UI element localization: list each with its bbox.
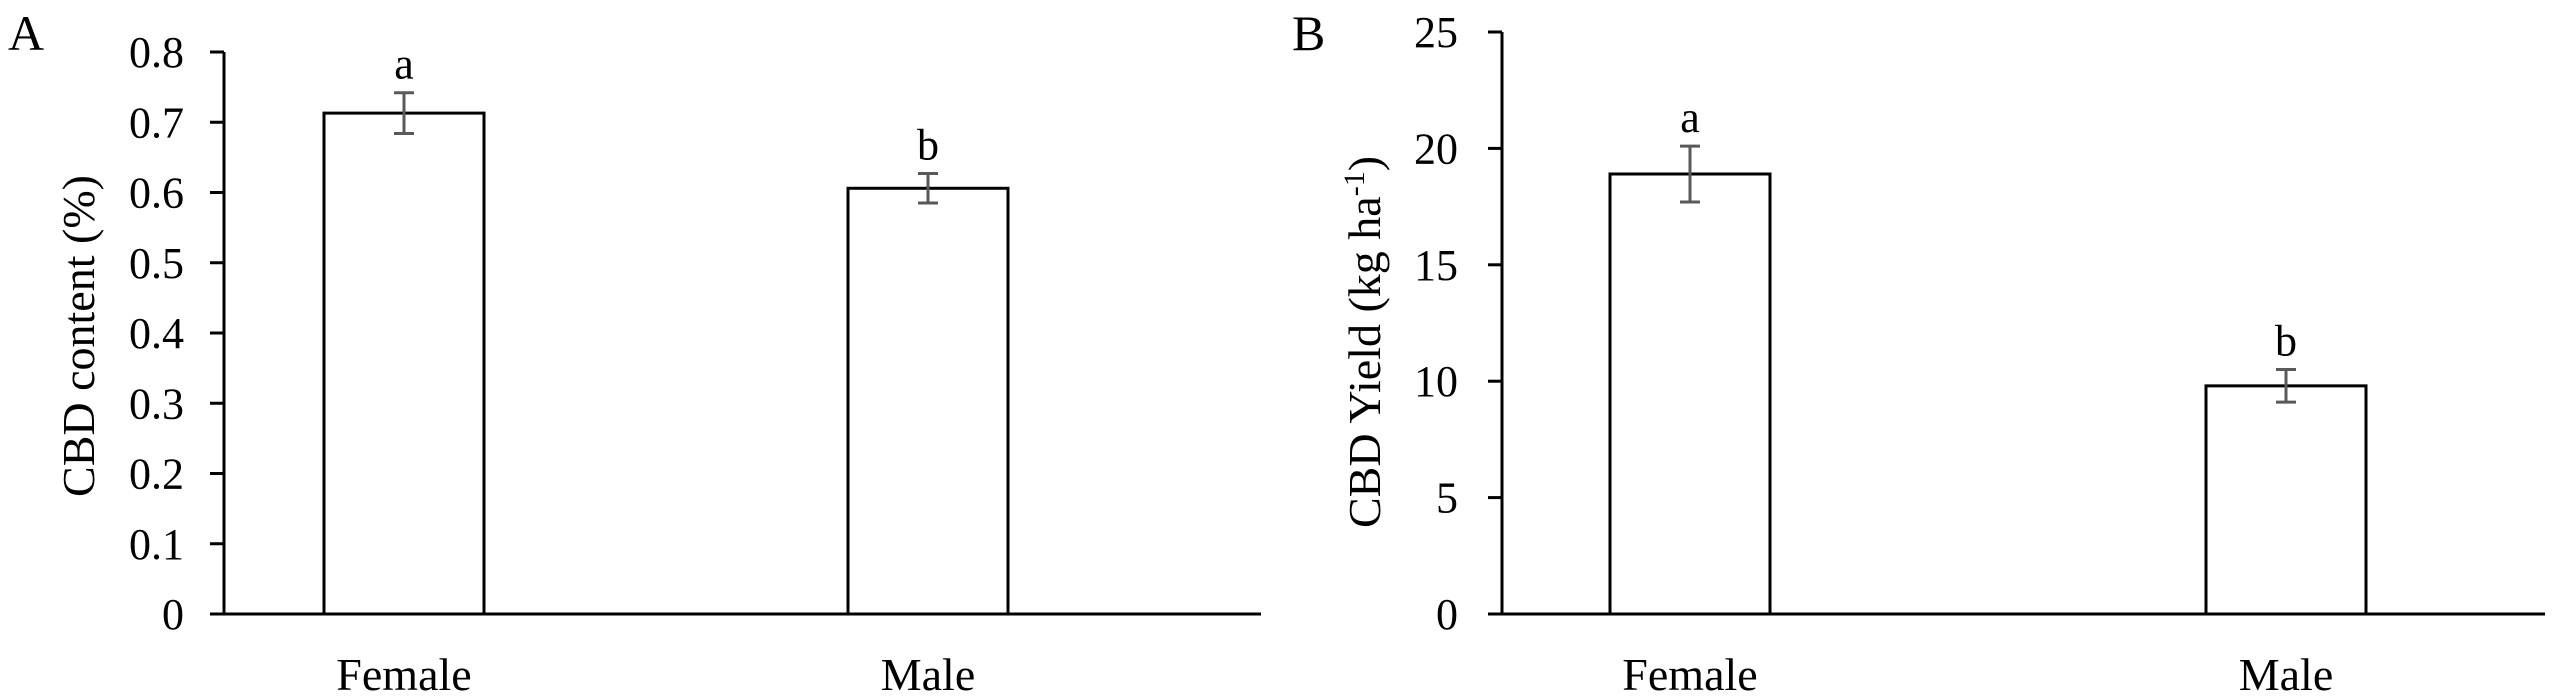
significance-label-b-male: b xyxy=(2275,317,2297,366)
y-tick-label-a: 0.6 xyxy=(129,169,184,218)
y-axis-label-b-end: ) xyxy=(1339,156,1390,171)
y-tick-label-a: 0.8 xyxy=(129,28,184,77)
bar-b-male xyxy=(2204,384,2368,616)
significance-label-a-female: a xyxy=(394,40,414,89)
significance-label-b-female: a xyxy=(1680,93,1700,142)
y-axis-label-a: CBD content (%) xyxy=(53,175,104,497)
y-tick-label-a: 0.1 xyxy=(129,520,184,569)
x-category-label-a-male: Male xyxy=(881,649,976,696)
y-tick-label-a: 0.7 xyxy=(129,98,184,147)
x-category-label-b-female: Female xyxy=(1622,649,1757,696)
x-category-label-b-male: Male xyxy=(2239,649,2334,696)
bar-a-female xyxy=(322,111,486,616)
y-tick-label-a: 0 xyxy=(162,590,184,639)
y-axis-label-b-main: CBD Yield (kg ha xyxy=(1339,196,1390,528)
y-tick-label-a: 0.2 xyxy=(129,450,184,499)
error-bar-a-male xyxy=(918,172,938,205)
x-category-label-a-female: Female xyxy=(336,649,471,696)
chart-b: B CBD Yield (kg ha-1) 0 5 10 15 20 25 a Female… xyxy=(1292,5,2545,696)
bar-a-male xyxy=(846,186,1010,616)
chart-a: A CBD content (%) 0 0.1 0.2 0.3 0.4 0.5 0.6 0.7… xyxy=(8,5,1261,696)
y-tick-label-a: 0.3 xyxy=(129,379,184,428)
y-tick-label-b: 15 xyxy=(1414,241,1458,290)
error-bar-a-female xyxy=(394,91,414,135)
y-tick-label-b: 25 xyxy=(1414,8,1458,57)
y-tick-label-b: 5 xyxy=(1436,474,1458,523)
y-tick-label-b: 20 xyxy=(1414,124,1458,173)
y-tick-label-b: 0 xyxy=(1436,590,1458,639)
error-bar-b-male xyxy=(2276,368,2296,404)
significance-label-a-male: b xyxy=(917,121,939,170)
error-bar-b-female xyxy=(1680,144,1700,204)
y-axis-label-b: CBD Yield (kg ha-1) xyxy=(1338,156,1390,528)
panel-label-a: A xyxy=(8,5,44,61)
y-axis-label-b-sup: -1 xyxy=(1338,171,1371,196)
bar-b-female xyxy=(1608,172,1772,616)
y-tick-label-a: 0.5 xyxy=(129,239,184,288)
y-tick-label-b: 10 xyxy=(1414,357,1458,406)
y-tick-label-a: 0.4 xyxy=(129,309,184,358)
panel-label-b: B xyxy=(1292,5,1325,61)
